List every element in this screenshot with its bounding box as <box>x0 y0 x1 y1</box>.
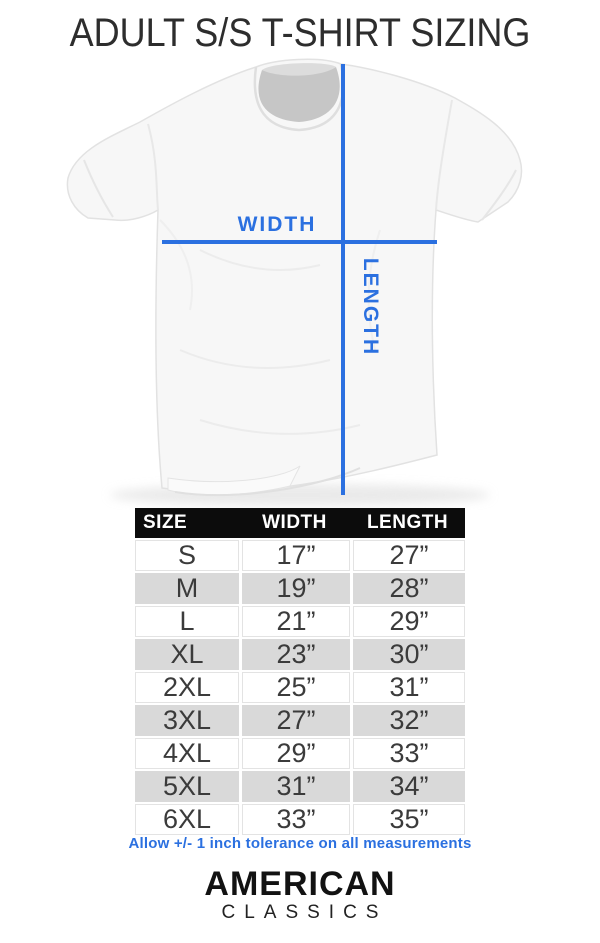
cell-length: 32” <box>353 705 465 736</box>
page-title: ADULT S/S T-SHIRT SIZING <box>69 11 531 55</box>
cell-length: 34” <box>353 771 465 802</box>
size-chart-table: SIZE WIDTH LENGTH S 17” 27” M 19” 28” L … <box>135 508 465 835</box>
brand-name: AMERICAN <box>204 865 396 903</box>
wrinkle <box>199 249 321 271</box>
table-row: 2XL 25” 31” <box>135 672 465 703</box>
cell-width: 23” <box>242 639 350 670</box>
table-row: 4XL 29” 33” <box>135 738 465 769</box>
collar-opening <box>258 67 340 122</box>
cell-size: 6XL <box>135 804 239 835</box>
brand-subtitle: CLASSICS <box>221 902 388 923</box>
tolerance-note: Allow +/- 1 inch tolerance on all measur… <box>128 835 472 852</box>
table-row: 3XL 27” 32” <box>135 705 465 736</box>
cell-length: 35” <box>353 804 465 835</box>
table-row: 5XL 31” 34” <box>135 771 465 802</box>
cell-size: S <box>135 540 239 571</box>
brand-logo: AMERICAN CLASSICS <box>0 866 600 923</box>
table-row: 6XL 33” 35” <box>135 804 465 835</box>
cell-length: 30” <box>353 639 465 670</box>
width-label: WIDTH <box>238 213 317 236</box>
table-header-row: SIZE WIDTH LENGTH <box>135 508 465 538</box>
cell-size: L <box>135 606 239 637</box>
cell-width: 33” <box>242 804 350 835</box>
cell-length: 28” <box>353 573 465 604</box>
armhole-seam-left <box>147 123 159 211</box>
cell-size: 4XL <box>135 738 239 769</box>
cell-width: 27” <box>242 705 350 736</box>
wrinkle <box>179 349 331 369</box>
cell-size: 2XL <box>135 672 239 703</box>
cell-length: 29” <box>353 606 465 637</box>
cell-length: 27” <box>353 540 465 571</box>
cell-width: 31” <box>242 771 350 802</box>
cell-size: 3XL <box>135 705 239 736</box>
cuff-seam-left <box>83 159 114 218</box>
armhole-seam-right <box>435 99 453 211</box>
cell-width: 21” <box>242 606 350 637</box>
cell-width: 29” <box>242 738 350 769</box>
tshirt-size-diagram: WIDTH LENGTH <box>66 58 523 506</box>
cell-length: 31” <box>353 672 465 703</box>
column-header-size: SIZE <box>143 512 188 533</box>
column-header-length: LENGTH <box>366 512 449 533</box>
cell-width: 19” <box>242 573 350 604</box>
cell-size: 5XL <box>135 771 239 802</box>
wrinkle <box>159 219 193 311</box>
cell-size: M <box>135 573 239 604</box>
cell-width: 25” <box>242 672 350 703</box>
table-row: M 19” 28” <box>135 573 465 604</box>
length-label: LENGTH <box>359 258 382 356</box>
cell-size: XL <box>135 639 239 670</box>
cell-width: 17” <box>242 540 350 571</box>
collar-back-band <box>262 63 336 76</box>
cuff-seam-right <box>481 169 517 221</box>
tshirt-body <box>66 58 523 493</box>
table-row: L 21” 29” <box>135 606 465 637</box>
table-row: S 17” 27” <box>135 540 465 571</box>
column-header-width: WIDTH <box>262 512 327 533</box>
table-row: XL 23” 30” <box>135 639 465 670</box>
cell-length: 33” <box>353 738 465 769</box>
